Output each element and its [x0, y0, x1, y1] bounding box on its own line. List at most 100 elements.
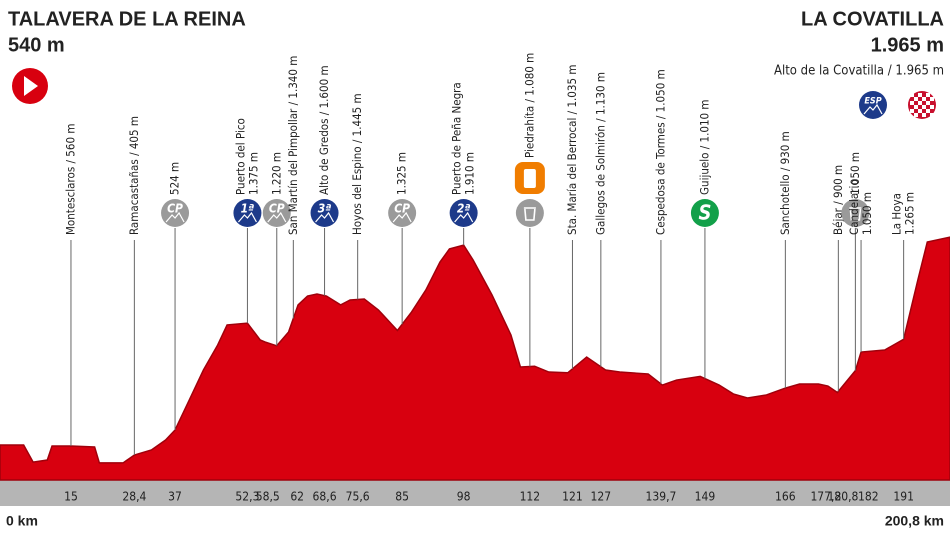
finish-summit: Alto de la Covatilla / 1.965 m: [774, 64, 944, 79]
flag-cell: [918, 93, 922, 97]
waypoint-label: 524 m: [168, 162, 182, 195]
x-tick-label: 180,8: [827, 490, 858, 504]
flag-cell: [914, 113, 918, 117]
x-tick-label: 62: [290, 490, 304, 504]
x-tick-label: 58,5: [256, 490, 280, 504]
badge-text: CP: [269, 202, 285, 216]
badge-mountain: [863, 103, 883, 115]
waypoint-label: Sta. María del Berrocal / 1.035 m: [565, 65, 579, 235]
badge: [515, 199, 544, 227]
badge-circle: [841, 199, 870, 227]
x-tick-label: 52,3: [235, 490, 259, 504]
waypoint-label: La Hoya: [890, 193, 904, 235]
start-name: TALAVERA DE LA REINA: [8, 8, 246, 30]
waypoint-label: Candelario: [847, 179, 861, 235]
finish-elevation: 1.965 m: [871, 34, 944, 56]
start-elevation: 540 m: [8, 34, 65, 56]
waypoint-label: 1.050 m: [848, 152, 862, 195]
x-tick-label: 121: [562, 490, 583, 504]
flag-cell: [926, 93, 930, 97]
profile-area: [0, 236, 950, 481]
x-tick-label: 68,6: [313, 490, 337, 504]
waypoint-label: 1.375 m: [246, 152, 260, 195]
badge: CP: [161, 199, 190, 227]
badge-text: CP: [167, 202, 183, 216]
badge-text: S: [698, 201, 711, 225]
waypoint-label: Ramacastañas / 405 m: [127, 116, 141, 235]
waypoint-label: Hoyos del Espino / 1.445 m: [350, 93, 364, 235]
flag-cell: [922, 113, 926, 117]
badge: [514, 162, 545, 194]
feed-bottle: [523, 169, 536, 188]
flag-cell: [926, 109, 930, 113]
badge: [908, 91, 936, 119]
x-tick-label: 98: [457, 490, 471, 504]
flag-cell: [910, 93, 914, 97]
flag-cell: [926, 101, 930, 105]
x-start-label: 0 km: [6, 513, 38, 529]
waypoint-label: Piedrahíta / 1.080 m: [522, 53, 536, 158]
flag-cell: [930, 113, 934, 117]
flag-cell: [922, 97, 926, 101]
flag-cell: [922, 105, 926, 109]
x-tick-label: 191: [893, 490, 914, 504]
waypoint-label: Puerto del Pico: [233, 118, 247, 195]
flag-cell: [910, 109, 914, 113]
flag-cell: [918, 101, 922, 105]
badge: [841, 199, 870, 227]
flag-cell: [914, 105, 918, 109]
x-tick-label: 182: [858, 490, 879, 504]
x-tick-label: 28,4: [122, 490, 146, 504]
waypoint-label: Alto de Gredos / 1.600 m: [317, 65, 331, 195]
finish-name: LA COVATILLA: [801, 8, 944, 30]
badge-mountain: [267, 211, 287, 223]
badge: 2ª: [449, 199, 478, 227]
x-tick-label: 15: [64, 490, 78, 504]
badge-mountain: [165, 211, 185, 223]
waypoint-label: 1.050 m: [860, 192, 874, 235]
badge-circle: [690, 199, 719, 227]
x-tick-label: 139,7: [645, 490, 676, 504]
flag-cell: [930, 97, 934, 101]
waypoint-label: 1.220 m: [269, 152, 283, 195]
flag-cell: [910, 101, 914, 105]
x-tick-label: 37: [168, 490, 182, 504]
badge-text: 1ª: [241, 202, 255, 216]
badge-mountain: [237, 211, 257, 223]
badge: ESP: [859, 91, 887, 119]
waypoint-label: Sanchotello / 930 m: [778, 131, 792, 235]
waypoint-label: 1.325 m: [395, 152, 409, 195]
flag-cell: [914, 97, 918, 101]
x-tick-label: 149: [695, 490, 716, 504]
x-tick-label: 127: [591, 490, 612, 504]
badge-text: 3ª: [318, 202, 332, 216]
badge: 1ª: [233, 199, 262, 227]
km-strip: [0, 480, 950, 506]
waypoint-label: 1.910 m: [463, 152, 477, 195]
badge: S: [690, 199, 719, 227]
badge-mountain: [315, 211, 335, 223]
badge-mountain: [392, 211, 412, 223]
flag-cell: [930, 105, 934, 109]
x-tick-label: 75,6: [346, 490, 370, 504]
badge-text: ESP: [864, 97, 881, 107]
flag-cell: [918, 109, 922, 113]
bin-icon: [523, 207, 536, 221]
badge: 3ª: [310, 199, 339, 227]
start-icon: [12, 68, 48, 104]
badge: CP: [262, 199, 291, 227]
waypoint-label: San Martín del Pimpollar / 1.340 m: [286, 56, 300, 235]
bin-icon: [849, 207, 862, 221]
x-tick-label: 177,2: [810, 490, 841, 504]
badge-mountain: [454, 211, 474, 223]
waypoint-label: Gallegos de Solmirón / 1.130 m: [593, 72, 607, 235]
badge-circle: [515, 199, 544, 227]
badge-text: CP: [394, 202, 410, 216]
x-end-label: 200,8 km: [885, 513, 944, 529]
waypoint-label: Béjar / 900 m: [831, 165, 845, 235]
waypoint-label: Cespedosa de Tormes / 1.050 m: [653, 69, 667, 235]
waypoint-label: Guijuelo / 1.010 m: [697, 100, 711, 196]
waypoint-label: Montesclaros / 560 m: [63, 124, 77, 235]
x-tick-label: 85: [395, 490, 409, 504]
